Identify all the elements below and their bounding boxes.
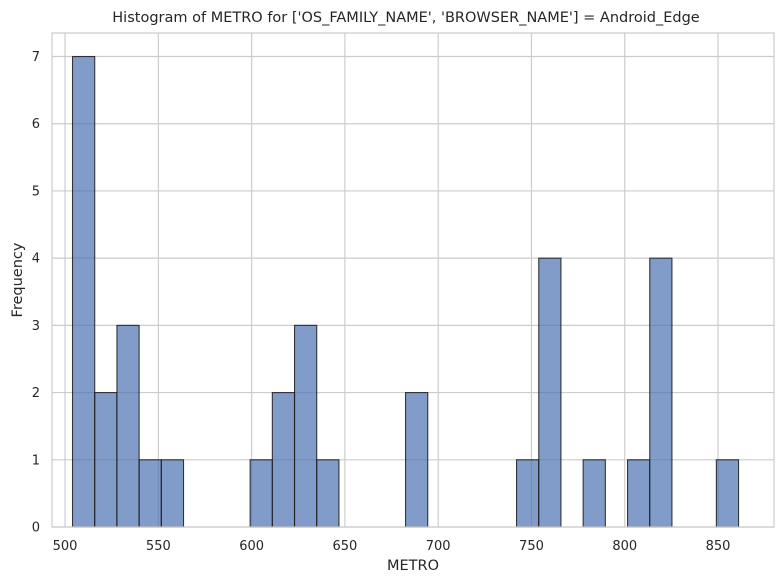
y-tick-label: 2 — [32, 386, 40, 401]
histogram-bars — [71, 55, 740, 528]
histogram-bar — [626, 459, 651, 528]
y-tick-labels: 0 1 2 3 4 5 6 7 — [32, 50, 40, 535]
x-tick-label: 750 — [519, 539, 544, 554]
x-tick-labels: 500 550 600 650 700 750 800 850 — [53, 539, 731, 554]
histogram-bar — [138, 459, 162, 528]
x-tick-label: 650 — [332, 539, 357, 554]
histogram-bar — [71, 55, 96, 528]
histogram-bar — [649, 257, 673, 528]
x-tick-label: 850 — [706, 539, 731, 554]
histogram-bar — [316, 459, 340, 528]
x-tick-label: 500 — [53, 539, 78, 554]
y-tick-label: 7 — [32, 50, 40, 65]
histogram-bar — [404, 392, 429, 528]
histogram-bar — [271, 392, 296, 528]
y-tick-label: 0 — [32, 521, 40, 536]
histogram-bar — [582, 459, 606, 528]
y-tick-label: 1 — [32, 453, 40, 468]
y-tick-label: 3 — [32, 319, 40, 334]
histogram-bar — [94, 392, 118, 528]
y-tick-label: 6 — [32, 117, 40, 132]
y-tick-label: 5 — [32, 184, 40, 199]
x-axis-label: METRO — [387, 558, 439, 574]
histogram-bar — [515, 459, 540, 528]
x-tick-label: 550 — [146, 539, 171, 554]
x-tick-label: 600 — [239, 539, 264, 554]
x-tick-label: 800 — [612, 539, 637, 554]
y-tick-label: 4 — [32, 252, 40, 267]
histogram-bar — [116, 324, 140, 528]
histogram-bar — [160, 459, 185, 528]
histogram-bar — [293, 324, 318, 528]
y-axis-label: Frequency — [10, 242, 26, 317]
histogram-bar — [249, 459, 273, 528]
histogram-bar — [715, 459, 740, 528]
plot-frame — [51, 32, 775, 528]
chart-title: Histogram of METRO for ['OS_FAMILY_NAME'… — [112, 10, 699, 26]
histogram-bar — [538, 257, 562, 528]
x-tick-label: 700 — [426, 539, 451, 554]
